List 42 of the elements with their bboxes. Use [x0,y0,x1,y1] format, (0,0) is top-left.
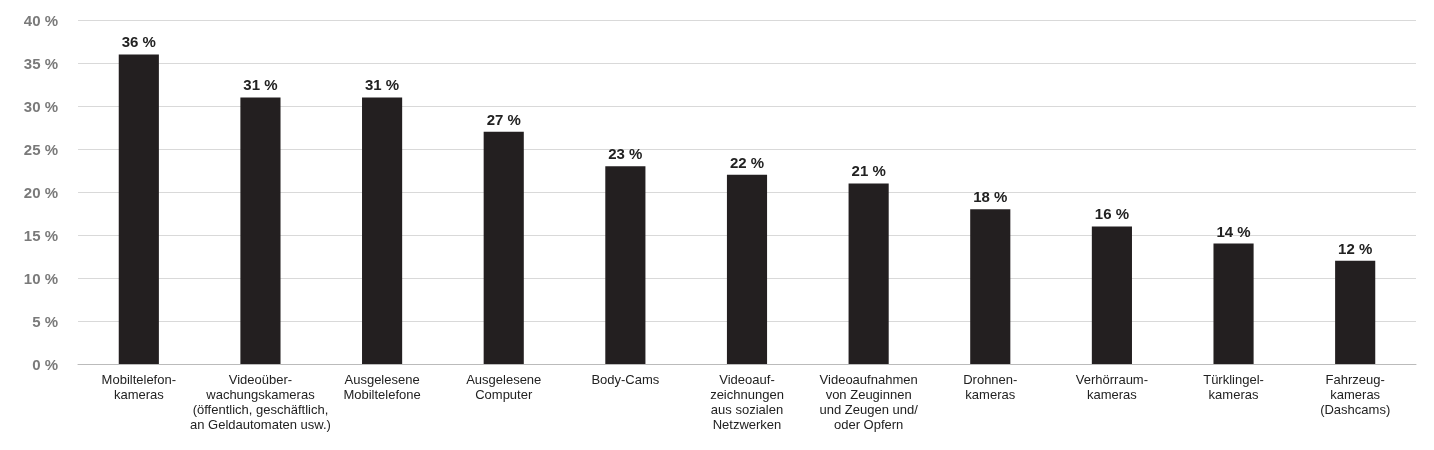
bar [848,183,889,364]
y-tick-label: 20 % [23,183,58,201]
bar [483,131,524,364]
data-label: 27 % [486,110,521,128]
y-tick-label: 0 % [32,355,58,373]
x-tick-label: Mobiltelefon- kameras [101,372,177,402]
data-label: 12 % [1338,239,1373,257]
bar [1213,243,1254,364]
data-label: 31 % [364,76,400,94]
data-label: 16 % [1094,205,1130,223]
data-label: 14 % [1216,222,1251,240]
data-label: 36 % [121,33,156,51]
x-tick-label: Fahrzeug- kameras (Dashcams) [1320,372,1391,417]
y-tick-label: 40 % [23,11,58,29]
y-tick-label: 35 % [23,54,58,72]
x-tick-label: Ausgelesene Mobiltelefone [343,372,421,402]
x-tick-label: Videoüber- wachungskameras (öffentlich, geschäftlich, an Geldautomaten usw.) [189,372,331,432]
x-tick-label: Videoaufnahmen von Zeuginnen und Zeugen und/ oder Opfern [819,372,919,432]
bar [726,174,768,364]
bar [240,97,281,364]
bar [118,54,159,364]
x-tick-label: Verhörraum- kameras [1075,372,1149,402]
bar [362,97,403,364]
x-tick-label: Videoauf- zeichnungen aus sozialen Netzwerken [710,372,784,432]
y-tick-label: 5 % [32,312,58,330]
data-label: 18 % [973,188,1008,206]
data-label: 31 % [243,76,278,94]
data-label: 23 % [608,145,643,163]
x-tick-label: Türklingel- kameras [1203,372,1264,402]
y-tick-label: 25 % [23,140,58,158]
y-tick-label: 10 % [23,269,58,287]
x-tick-label: Ausgelesene Computer [466,372,542,402]
bar [1335,260,1376,364]
y-tick-label: 30 % [23,97,58,115]
bar [1091,226,1132,364]
bar [970,209,1011,364]
data-label: 22 % [729,153,765,171]
data-label: 21 % [851,162,886,180]
bar [605,166,646,364]
x-tick-label: Drohnen- kameras [963,372,1018,402]
x-tick-label: Body-Cams [591,372,660,387]
y-tick-label: 15 % [23,226,58,244]
